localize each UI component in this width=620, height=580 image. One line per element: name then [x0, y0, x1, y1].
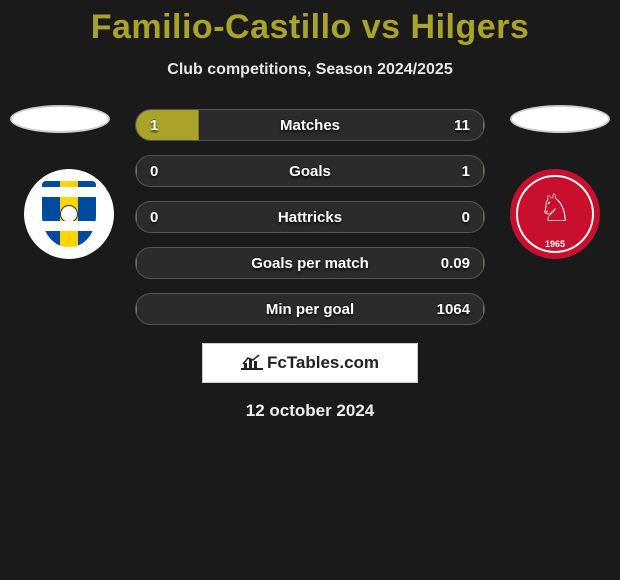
- soccer-ball-icon: [60, 205, 78, 223]
- date-text: 12 october 2024: [0, 401, 620, 421]
- shield-icon: [40, 179, 98, 249]
- stat-bar: 00Hattricks: [135, 201, 485, 233]
- page-title: Familio-Castillo vs Hilgers: [0, 0, 620, 47]
- bar-label: Matches: [136, 117, 484, 134]
- bar-label: Min per goal: [136, 301, 484, 318]
- bar-label: Hattricks: [136, 209, 484, 226]
- player-ellipse-right: [510, 105, 610, 133]
- horse-icon: ♘: [538, 190, 572, 228]
- bar-chart-icon: [241, 354, 263, 372]
- bar-label: Goals per match: [136, 255, 484, 272]
- club-badge-left: [24, 169, 114, 259]
- badge-year: 1965: [510, 239, 600, 249]
- subtitle: Club competitions, Season 2024/2025: [0, 61, 620, 79]
- stat-bar: 111Matches: [135, 109, 485, 141]
- bar-label: Goals: [136, 163, 484, 180]
- comparison-content: ♘ 1965 111Matches 01Goals 00Hattricks 0.09G…: [0, 109, 620, 421]
- club-badge-right: ♘ 1965: [510, 169, 600, 259]
- stat-bar: 1064Min per goal: [135, 293, 485, 325]
- stat-bars: 111Matches 01Goals 00Hattricks 0.09Goals pe…: [135, 109, 485, 325]
- player-ellipse-left: [10, 105, 110, 133]
- branding-text: FcTables.com: [267, 353, 379, 373]
- stat-bar: 0.09Goals per match: [135, 247, 485, 279]
- stat-bar: 01Goals: [135, 155, 485, 187]
- branding-box: FcTables.com: [202, 343, 418, 383]
